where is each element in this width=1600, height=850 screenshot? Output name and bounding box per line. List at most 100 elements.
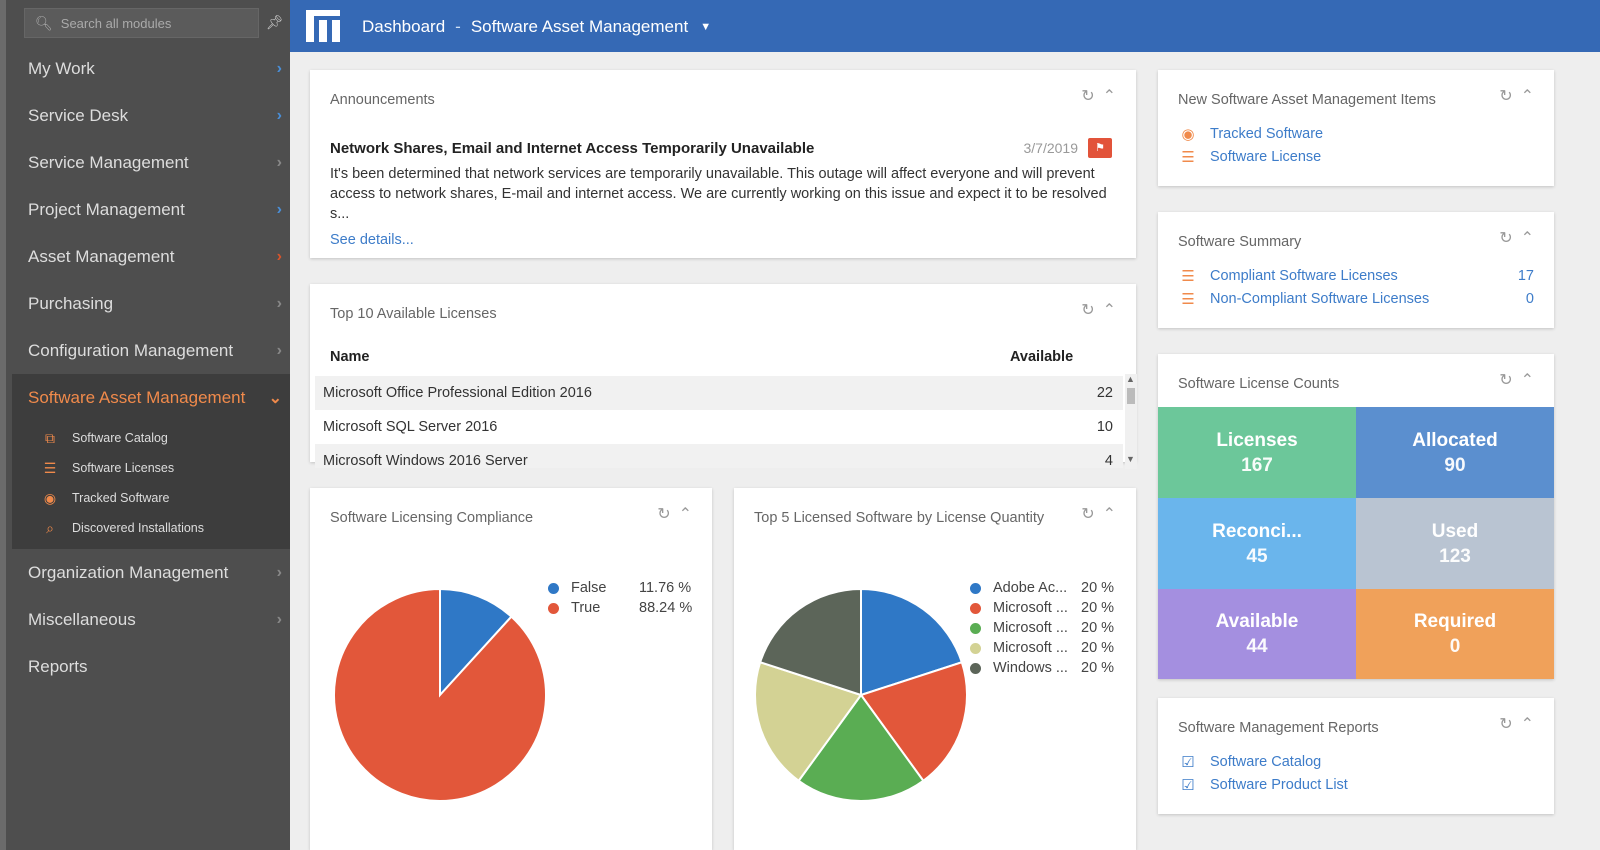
- pie-slice-0[interactable]: [860, 587, 964, 697]
- nav-item-reports[interactable]: Reports: [12, 643, 296, 690]
- refresh-icon[interactable]: ↻: [657, 506, 671, 523]
- nav-item-service-management[interactable]: Service Management ›: [12, 139, 296, 186]
- tile-licenses[interactable]: Licenses 167: [1158, 407, 1356, 498]
- scroll-up-icon[interactable]: ▲: [1126, 374, 1135, 384]
- nav-item-service-desk[interactable]: Service Desk ›: [12, 92, 296, 139]
- legend-item[interactable]: Windows ... 20 %: [970, 658, 1130, 678]
- breadcrumb-module[interactable]: Software Asset Management: [470, 17, 689, 36]
- eye-icon: ◉: [43, 489, 57, 506]
- legend-value: 20 %: [1081, 620, 1115, 636]
- legend-item[interactable]: Microsoft ... 20 %: [970, 598, 1130, 618]
- legend-item[interactable]: Microsoft ... 20 %: [970, 618, 1130, 638]
- top5-card: Top 5 Licensed Software by License Quant…: [734, 488, 1136, 850]
- legend-item[interactable]: Microsoft ... 20 %: [970, 638, 1130, 658]
- pin-icon[interactable]: 📌︎: [266, 14, 284, 30]
- card-title: New Software Asset Management Items: [1178, 92, 1436, 108]
- nav-item-miscellaneous[interactable]: Miscellaneous ›: [12, 596, 296, 643]
- sub-item-software-licenses[interactable]: ☰ Software Licenses: [12, 453, 296, 483]
- card-tools: ↻ ⌃: [1081, 86, 1116, 106]
- sub-label: Tracked Software: [72, 491, 170, 505]
- legend-item[interactable]: False 11.76 %: [548, 578, 698, 598]
- list-item[interactable]: ☑ Software Catalog: [1178, 750, 1534, 773]
- tile-required[interactable]: Required 0: [1356, 589, 1554, 679]
- nav-item-asset-management[interactable]: Asset Management ›: [12, 233, 296, 280]
- collapse-icon[interactable]: ⌃: [1102, 302, 1116, 319]
- pie-slice-0[interactable]: [439, 587, 513, 698]
- tile-label: Licenses: [1216, 429, 1298, 451]
- tile-used[interactable]: Used 123: [1356, 498, 1554, 589]
- table-row[interactable]: Microsoft Windows 2016 Server 4: [315, 444, 1123, 468]
- collapse-icon[interactable]: ⌃: [1520, 372, 1534, 389]
- tile-available[interactable]: Available 44: [1158, 589, 1356, 679]
- column-header-available[interactable]: Available: [1010, 349, 1074, 365]
- card-title: Software License Counts: [1178, 376, 1340, 392]
- eye-icon: ◉: [1181, 125, 1195, 143]
- nav-item-software-asset-management[interactable]: Software Asset Management ⌄: [12, 374, 296, 421]
- nav-item-purchasing[interactable]: Purchasing ›: [12, 280, 296, 327]
- collapse-icon[interactable]: ⌃: [678, 506, 692, 523]
- top-licenses-card: Top 10 Available Licenses ↻ ⌃ Name Avail…: [310, 284, 1137, 469]
- table-scrollbar[interactable]: ▲ ▼: [1125, 374, 1137, 469]
- list-item[interactable]: ☑ Software Product List: [1178, 773, 1534, 796]
- top-bar: Dashboard - Software Asset Management ▼: [290, 0, 1600, 52]
- collapse-icon[interactable]: ⌃: [1102, 506, 1116, 523]
- search-icon: 🔍︎: [35, 14, 53, 31]
- nav-label: Reports: [28, 656, 88, 676]
- refresh-icon[interactable]: ↻: [1081, 88, 1095, 105]
- list-item[interactable]: ☰ Compliant Software Licenses 17: [1178, 264, 1534, 287]
- collapse-icon[interactable]: ⌃: [1520, 230, 1534, 247]
- refresh-icon[interactable]: ↻: [1499, 230, 1513, 247]
- nav-item-organization-management[interactable]: Organization Management ›: [12, 549, 296, 596]
- flag-icon: ⚑: [1088, 138, 1112, 158]
- announcement-headline[interactable]: Network Shares, Email and Internet Acces…: [330, 140, 815, 157]
- refresh-icon[interactable]: ↻: [1499, 88, 1513, 105]
- pie-slice-3[interactable]: [754, 660, 863, 783]
- card-title: Top 10 Available Licenses: [330, 306, 497, 322]
- list-item[interactable]: ◉ Tracked Software: [1178, 122, 1534, 145]
- breadcrumb-dashboard[interactable]: Dashboard: [362, 17, 446, 36]
- refresh-icon[interactable]: ↻: [1499, 716, 1513, 733]
- collapse-icon[interactable]: ⌃: [1520, 716, 1534, 733]
- pie-slice-4[interactable]: [758, 587, 862, 697]
- announcement-body: It's been determined that network servic…: [330, 166, 1107, 222]
- pie-slice-1[interactable]: [859, 660, 968, 783]
- see-details-link[interactable]: See details...: [330, 232, 414, 248]
- chevron-right-icon: ›: [276, 106, 282, 124]
- refresh-icon[interactable]: ↻: [1081, 302, 1095, 319]
- module-search[interactable]: 🔍︎: [24, 8, 259, 38]
- compliance-card: Software Licensing Compliance ↻ ⌃ False …: [310, 488, 712, 850]
- sub-item-tracked-software[interactable]: ◉ Tracked Software: [12, 483, 296, 513]
- collapse-icon[interactable]: ⌃: [1102, 88, 1116, 105]
- item-count: 0: [1525, 290, 1534, 307]
- scroll-down-icon[interactable]: ▼: [1126, 454, 1135, 464]
- legend-item[interactable]: True 88.24 %: [548, 598, 698, 618]
- scroll-thumb[interactable]: [1127, 388, 1135, 404]
- tile-reconciled[interactable]: Reconci... 45: [1158, 498, 1356, 589]
- column-header-name[interactable]: Name: [330, 349, 370, 365]
- collapse-icon[interactable]: ⌃: [1520, 88, 1534, 105]
- list-item[interactable]: ☰ Software License: [1178, 145, 1534, 168]
- search-input[interactable]: [60, 15, 241, 31]
- refresh-icon[interactable]: ↻: [1081, 506, 1095, 523]
- table-row[interactable]: Microsoft Office Professional Edition 20…: [315, 376, 1123, 410]
- nav-item-configuration-management[interactable]: Configuration Management ›: [12, 327, 296, 374]
- refresh-icon[interactable]: ↻: [1499, 372, 1513, 389]
- table-row[interactable]: Microsoft SQL Server 2016 10: [315, 410, 1123, 444]
- caret-down-icon[interactable]: ▼: [700, 21, 712, 33]
- nav-item-my-work[interactable]: My Work ›: [12, 45, 296, 92]
- sub-item-software-catalog[interactable]: ⧉ Software Catalog: [12, 423, 296, 453]
- legend-swatch: [548, 582, 559, 594]
- legend-label: True: [571, 600, 601, 616]
- nav-item-project-management[interactable]: Project Management ›: [12, 186, 296, 233]
- dashboard-main: Announcements ↻ ⌃ Network Shares, Email …: [290, 52, 1600, 850]
- pie-slice-2[interactable]: [797, 693, 925, 802]
- sub-item-discovered-installations[interactable]: ⌕ Discovered Installations: [12, 513, 296, 543]
- chevron-right-icon: ›: [276, 563, 282, 581]
- app-logo[interactable]: [306, 10, 340, 42]
- legend-item[interactable]: Adobe Ac... 20 %: [970, 578, 1130, 598]
- list-item[interactable]: ☰ Non-Compliant Software Licenses 0: [1178, 287, 1534, 310]
- reports-list: ☑ Software Catalog ☑ Software Product Li…: [1178, 750, 1534, 796]
- pie-slice-1[interactable]: [333, 587, 547, 802]
- tile-allocated[interactable]: Allocated 90: [1356, 407, 1554, 498]
- breadcrumb: Dashboard - Software Asset Management ▼: [362, 17, 711, 37]
